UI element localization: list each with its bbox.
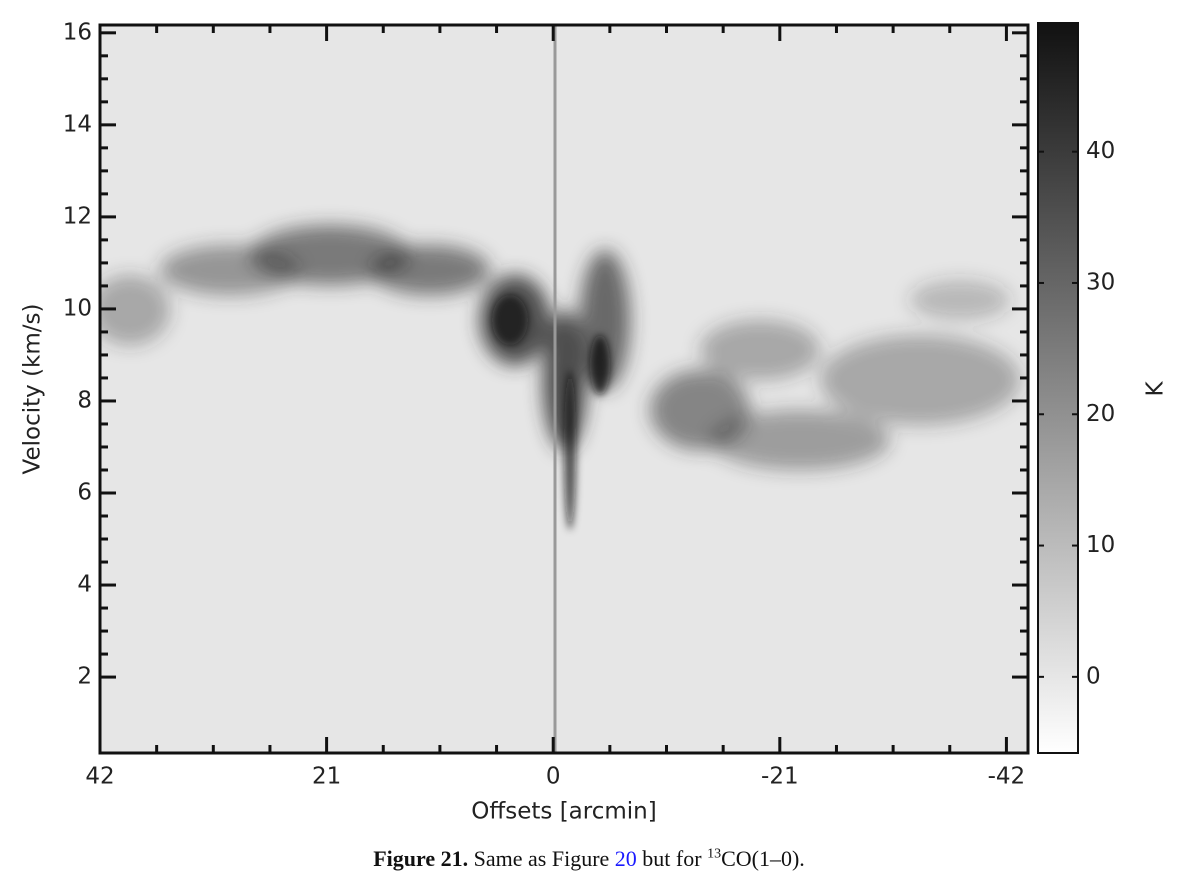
y-tick-label: 12 <box>63 203 92 229</box>
colorbar-tick-label: 30 <box>1086 269 1115 295</box>
x-tick-label: 21 <box>312 764 341 790</box>
x-tick-label: 0 <box>546 764 561 790</box>
emission-blob <box>710 410 890 470</box>
caption: Figure 21. Same as Figure 20 but for 13C… <box>0 846 1178 872</box>
y-tick-label: 4 <box>77 572 92 598</box>
caption-text: Same as Figure <box>473 846 610 871</box>
y-tick-label: 14 <box>63 111 92 137</box>
x-tick-label: 42 <box>85 764 114 790</box>
x-axis-label: Offsets [arcmin] <box>471 799 656 825</box>
y-axis-label: Velocity (km/s) <box>20 304 46 475</box>
colorbar-tick-label: 20 <box>1086 401 1115 427</box>
y-tick-label: 2 <box>77 664 92 690</box>
emission <box>100 25 1020 753</box>
colorbar-tick-label: 40 <box>1086 138 1115 164</box>
y-tick-label: 6 <box>77 480 92 506</box>
colorbar-tick-label: 10 <box>1086 532 1115 558</box>
emission-blob <box>492 295 528 345</box>
caption-sup: 13 <box>707 846 722 862</box>
y-tick-label: 16 <box>63 19 92 45</box>
emission-blob <box>590 335 610 395</box>
emission-blob <box>700 320 820 380</box>
colorbar-tick-label: 0 <box>1086 663 1101 689</box>
emission-blob <box>820 335 1020 425</box>
colorbar <box>1037 22 1079 754</box>
caption-text: but for <box>642 846 702 871</box>
emission-blob <box>370 245 490 295</box>
y-tick-label: 10 <box>63 295 92 321</box>
y-tick-label: 8 <box>77 387 92 413</box>
x-tick-label: -21 <box>761 764 799 790</box>
caption-link[interactable]: 20 <box>614 846 637 871</box>
x-tick-label: -42 <box>988 764 1026 790</box>
emission-blob <box>564 370 576 530</box>
plot-frame <box>98 23 1030 755</box>
chart: Offsets [arcmin] Velocity (km/s) K 42 21 0… <box>20 19 1169 825</box>
colorbar-label: K <box>1143 381 1169 397</box>
emission-blob <box>910 280 1010 320</box>
caption-text: CO(1–0). <box>721 846 805 871</box>
emission-blob <box>100 275 170 345</box>
caption-label: Figure 21. <box>373 846 469 871</box>
